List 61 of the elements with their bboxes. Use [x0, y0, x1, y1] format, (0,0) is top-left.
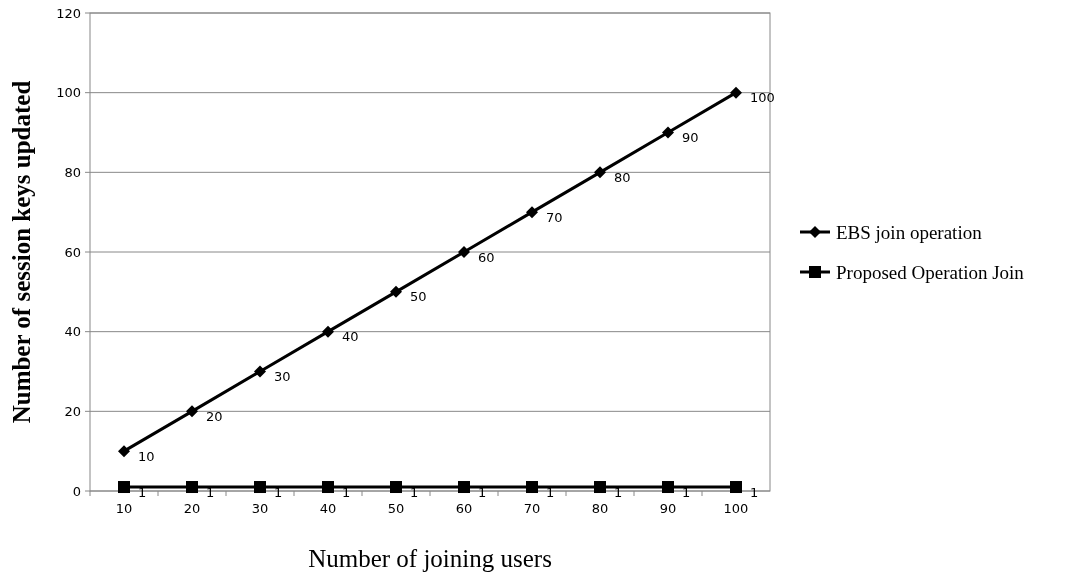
x-tick-label: 40: [319, 501, 337, 516]
x-tick-label: 20: [183, 501, 201, 516]
x-tick-label: 60: [455, 501, 473, 516]
x-tick-label: 90: [659, 501, 677, 516]
data-label: 30: [274, 369, 291, 385]
data-label: 80: [614, 169, 631, 185]
data-label: 1: [274, 484, 283, 500]
point: [254, 481, 266, 494]
data-label: 1: [750, 484, 759, 500]
data-label: 50: [410, 289, 427, 305]
data-label: 90: [682, 130, 699, 146]
point: [526, 206, 538, 219]
point: [254, 365, 266, 378]
data-label: 1: [206, 484, 215, 500]
point: [118, 445, 130, 458]
y-tick-label: 0: [72, 483, 81, 499]
x-tick-label: 10: [115, 501, 133, 516]
y-tick-label: 80: [64, 164, 81, 180]
x-axis-title: Number of joining users: [308, 545, 552, 572]
y-tick-label: 100: [56, 85, 81, 101]
point: [526, 481, 538, 494]
data-label: 1: [546, 484, 555, 500]
point: [186, 405, 198, 418]
point: [662, 481, 674, 494]
point: [322, 325, 334, 338]
point: [322, 481, 334, 494]
point: [662, 126, 674, 139]
x-tick-label: 70: [523, 501, 541, 516]
data-label: 20: [206, 408, 223, 424]
data-label: 1: [138, 484, 147, 500]
legend-label: Proposed Operation Join: [836, 261, 1025, 283]
data-label: 1: [614, 484, 623, 500]
legend-label: EBS join operation: [836, 221, 983, 243]
x-tick-label: 30: [251, 501, 269, 516]
x-tick-label: 100: [723, 501, 749, 516]
point: [390, 481, 402, 494]
point: [594, 166, 606, 179]
x-tick-label: 80: [591, 501, 609, 516]
data-label: 40: [342, 329, 359, 345]
data-label: 10: [138, 448, 155, 464]
data-label: 1: [682, 484, 691, 500]
data-label: 70: [546, 209, 563, 225]
data-label: 100: [750, 90, 775, 106]
y-tick-label: 20: [64, 403, 81, 419]
point: [390, 285, 402, 298]
y-tick-label: 60: [64, 244, 81, 260]
point: [730, 481, 742, 494]
data-label: 1: [410, 484, 419, 500]
point: [458, 246, 470, 258]
x-tick-label: 50: [387, 501, 405, 516]
y-tick-label: 120: [56, 5, 81, 21]
point: [730, 86, 742, 99]
data-label: 1: [478, 484, 487, 500]
point: [186, 481, 198, 494]
data-label: 1: [342, 484, 351, 500]
y-tick-label: 40: [64, 324, 81, 340]
y-axis-title: Number of session keys updated: [8, 80, 35, 424]
point: [458, 481, 470, 494]
point: [594, 481, 606, 494]
data-label: 60: [478, 249, 495, 265]
point: [118, 481, 130, 494]
